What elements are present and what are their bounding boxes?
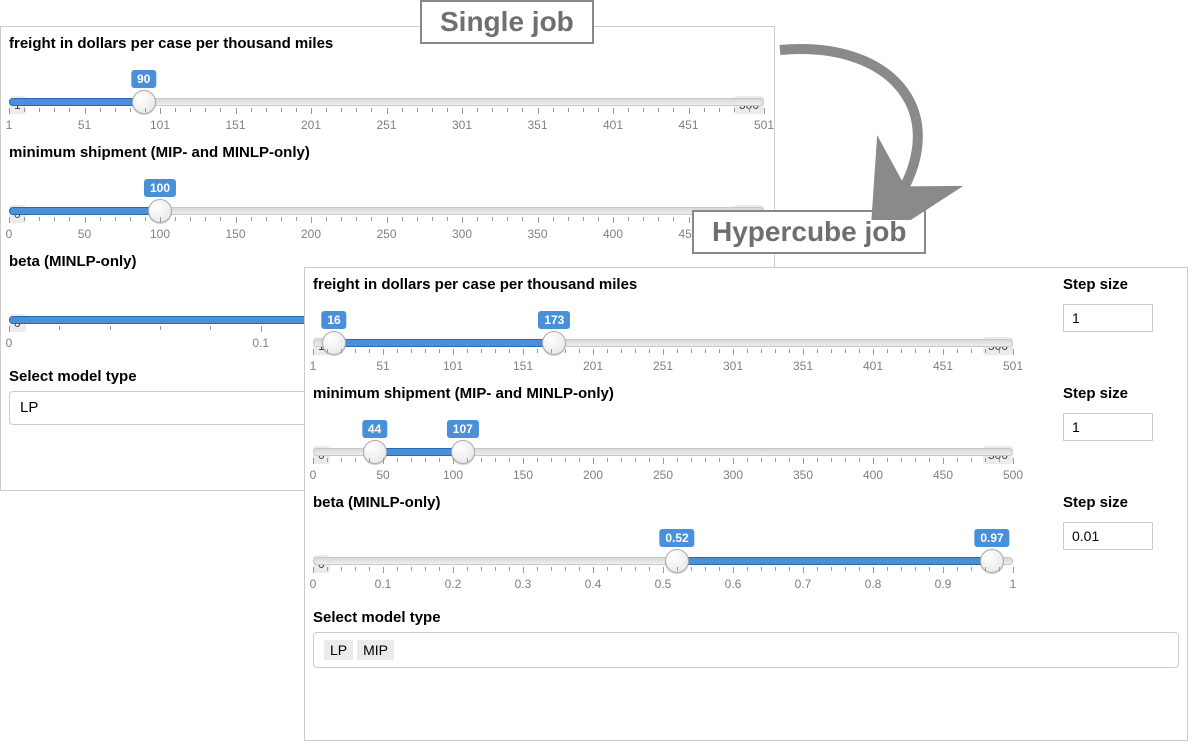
slider-value-hi: 107 — [447, 420, 479, 438]
hypercube-job-panel: freight in dollars per case per thousand… — [304, 267, 1188, 741]
model-type-chip[interactable]: LP — [324, 640, 353, 660]
tick-label: 51 — [78, 118, 91, 132]
tick-label: 0 — [310, 577, 317, 591]
tick-label: 251 — [653, 359, 673, 373]
slider-value-lo: 44 — [362, 420, 387, 438]
tick-label: 401 — [863, 359, 883, 373]
slider-value-hi: 0.97 — [974, 529, 1009, 547]
slider-value-hi: 173 — [538, 311, 570, 329]
slider-label: minimum shipment (MIP- and MINLP-only) — [313, 385, 1179, 402]
slider-label: beta (MINLP-only) — [313, 494, 1179, 511]
tick-label: 151 — [513, 359, 533, 373]
tick-label: 50 — [376, 468, 389, 482]
tick-label: 0.1 — [252, 336, 269, 350]
tick-label: 201 — [301, 118, 321, 132]
tick-label: 501 — [1003, 359, 1023, 373]
slider-label: freight in dollars per case per thousand… — [313, 276, 1179, 293]
range-slider[interactable]: 150016173151101151201251301351401451501 — [313, 311, 1013, 381]
tick-label: 1 — [310, 359, 317, 373]
step-size-input[interactable] — [1063, 522, 1153, 550]
tick-label: 0.4 — [585, 577, 602, 591]
tick-label: 500 — [1003, 468, 1023, 482]
tick-label: 0.3 — [515, 577, 532, 591]
tick-label: 201 — [583, 359, 603, 373]
tick-label: 0 — [6, 336, 13, 350]
model-type-chip[interactable]: MIP — [357, 640, 394, 660]
tick-label: 251 — [376, 118, 396, 132]
tick-label: 400 — [863, 468, 883, 482]
tick-label: 200 — [583, 468, 603, 482]
range-slider[interactable]: 00.520.9700.10.20.30.40.50.60.70.80.91 — [313, 529, 1013, 599]
tick-label: 400 — [603, 227, 623, 241]
tick-label: 0.9 — [935, 577, 952, 591]
tick-label: 150 — [225, 227, 245, 241]
step-size-label: Step size — [1063, 385, 1128, 402]
tick-label: 351 — [527, 118, 547, 132]
tick-label: 51 — [376, 359, 389, 373]
model-type-value: LP — [20, 399, 38, 416]
tick-label: 1 — [6, 118, 13, 132]
tick-label: 101 — [443, 359, 463, 373]
slider[interactable]: 0500100050100150200250300350400450500 — [9, 179, 764, 249]
slider-label: freight in dollars per case per thousand… — [9, 35, 766, 52]
tick-label: 0.5 — [655, 577, 672, 591]
select-model-label: Select model type — [313, 609, 1179, 626]
tick-label: 100 — [443, 468, 463, 482]
tick-label: 100 — [150, 227, 170, 241]
tick-label: 350 — [527, 227, 547, 241]
arrow-icon — [760, 30, 970, 220]
tick-label: 151 — [225, 118, 245, 132]
tick-label: 250 — [653, 468, 673, 482]
slider-label: minimum shipment (MIP- and MINLP-only) — [9, 144, 766, 161]
model-type-multiselect[interactable]: LPMIP — [313, 632, 1179, 668]
tick-label: 150 — [513, 468, 533, 482]
tick-label: 0.6 — [725, 577, 742, 591]
tick-label: 250 — [376, 227, 396, 241]
slider[interactable]: 150090151101151201251301351401451501 — [9, 70, 764, 140]
tick-label: 0.8 — [865, 577, 882, 591]
tick-label: 200 — [301, 227, 321, 241]
tick-label: 0.7 — [795, 577, 812, 591]
tick-label: 301 — [452, 118, 472, 132]
tick-label: 0 — [6, 227, 13, 241]
tick-label: 450 — [933, 468, 953, 482]
tick-label: 0.1 — [375, 577, 392, 591]
tick-label: 300 — [723, 468, 743, 482]
tick-label: 0 — [310, 468, 317, 482]
tick-label: 451 — [933, 359, 953, 373]
tick-label: 351 — [793, 359, 813, 373]
step-size-input[interactable] — [1063, 304, 1153, 332]
tick-label: 301 — [723, 359, 743, 373]
step-size-input[interactable] — [1063, 413, 1153, 441]
step-size-label: Step size — [1063, 276, 1128, 293]
tick-label: 101 — [150, 118, 170, 132]
slider-value: 90 — [131, 70, 156, 88]
tick-label: 401 — [603, 118, 623, 132]
step-size-label: Step size — [1063, 494, 1128, 511]
slider-value: 100 — [144, 179, 176, 197]
tick-label: 1 — [1010, 577, 1017, 591]
range-slider[interactable]: 050044107050100150200250300350400450500 — [313, 420, 1013, 490]
tick-label: 50 — [78, 227, 91, 241]
slider-value-lo: 0.52 — [659, 529, 694, 547]
tick-label: 300 — [452, 227, 472, 241]
tick-label: 350 — [793, 468, 813, 482]
single-job-title: Single job — [420, 0, 594, 44]
slider-value-lo: 16 — [321, 311, 346, 329]
tick-label: 451 — [678, 118, 698, 132]
tick-label: 0.2 — [445, 577, 462, 591]
